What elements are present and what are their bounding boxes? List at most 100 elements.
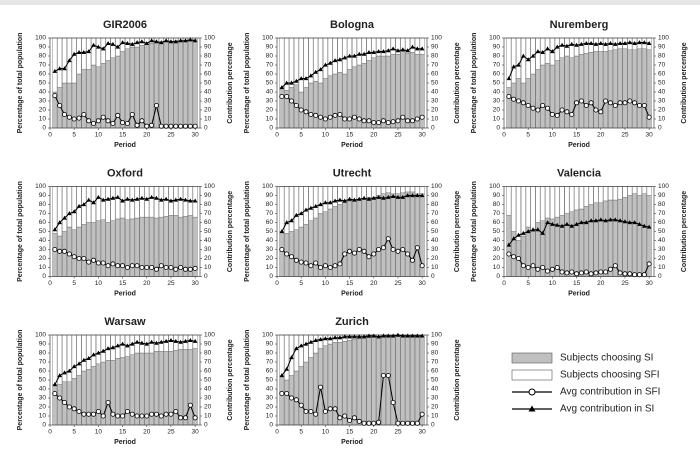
- y-tick-label: 80: [266, 53, 274, 60]
- x-tick-label: 20: [370, 429, 378, 436]
- point-marker: [612, 217, 618, 222]
- point-marker: [376, 246, 382, 252]
- point-marker: [564, 43, 570, 48]
- bar: [308, 186, 314, 221]
- bar: [400, 192, 406, 277]
- bar: [327, 343, 333, 426]
- point-marker: [627, 271, 633, 277]
- point-marker: [134, 413, 140, 419]
- y-tick-label: 90: [39, 44, 47, 51]
- point-marker: [134, 263, 140, 269]
- x-tick-label: 15: [119, 280, 127, 287]
- point-marker: [632, 272, 638, 278]
- bar: [279, 186, 285, 232]
- bar: [298, 334, 304, 367]
- point-marker: [323, 62, 328, 67]
- point-marker: [554, 44, 560, 49]
- point-marker: [294, 78, 299, 83]
- bar: [385, 336, 391, 426]
- bar: [520, 37, 526, 84]
- bar: [105, 222, 111, 277]
- x-tick-label: 0: [48, 429, 52, 436]
- bar: [303, 186, 309, 225]
- y-tick-label: 70: [266, 210, 274, 217]
- bar: [293, 186, 299, 230]
- point-marker: [371, 50, 377, 54]
- y-tick-label: 90: [266, 44, 274, 51]
- point-marker: [400, 333, 406, 338]
- bar: [347, 340, 353, 426]
- point-marker: [414, 420, 420, 426]
- y2-tick-label: 90: [431, 192, 439, 199]
- bar: [361, 198, 367, 277]
- bar: [91, 222, 96, 277]
- y2-tick-label: 70: [204, 62, 212, 69]
- point-marker: [554, 112, 560, 118]
- y-tick-label: 10: [493, 116, 501, 123]
- x-tick-label: 30: [646, 132, 654, 139]
- bar: [105, 186, 111, 223]
- y2-tick-label: 80: [204, 53, 212, 60]
- point-marker: [86, 356, 92, 360]
- legend-label: Avg contribution in SFI: [560, 387, 660, 398]
- plot-frame: [49, 334, 201, 426]
- bar: [381, 186, 386, 194]
- bar: [154, 186, 159, 219]
- bar: [535, 69, 541, 129]
- point-marker: [284, 251, 290, 257]
- point-marker: [356, 196, 362, 201]
- point-marker: [183, 38, 188, 43]
- y2-tick-label: 70: [658, 210, 666, 217]
- y-tick-label: 80: [39, 350, 47, 357]
- point-marker: [110, 121, 116, 127]
- point-marker: [139, 39, 145, 44]
- point-marker: [617, 270, 623, 276]
- plot-frame: [276, 37, 428, 129]
- bar: [545, 63, 550, 129]
- y2-tick-label: 90: [431, 341, 439, 348]
- point-marker: [62, 66, 67, 71]
- point-marker: [405, 251, 411, 257]
- point-marker: [124, 264, 130, 270]
- point-marker: [76, 255, 82, 261]
- bar: [414, 37, 420, 55]
- x-tick-label: 25: [394, 280, 402, 287]
- point-marker: [144, 264, 150, 270]
- bar: [71, 334, 77, 379]
- plot-frame: [503, 186, 655, 277]
- point-marker: [62, 370, 67, 375]
- y2-tick-label: 40: [658, 237, 666, 244]
- point-marker: [149, 38, 154, 43]
- point-marker: [91, 121, 97, 127]
- bar: [525, 186, 531, 228]
- bar: [549, 186, 555, 220]
- bar: [52, 233, 58, 277]
- point-marker: [91, 352, 96, 357]
- point-marker: [76, 361, 82, 366]
- point-marker: [342, 251, 348, 257]
- legend-swatch: [511, 352, 553, 364]
- y2-tick-label: 60: [204, 368, 212, 375]
- point-marker: [284, 80, 289, 85]
- point-marker: [598, 41, 604, 45]
- x-tick-label: 30: [192, 132, 200, 139]
- bar: [110, 37, 116, 58]
- y-tick-label: 30: [39, 395, 47, 402]
- point-marker: [284, 220, 289, 225]
- point-marker: [67, 211, 72, 216]
- point-marker: [540, 264, 546, 270]
- y2-tick-label: 100: [658, 35, 669, 42]
- point-marker: [371, 120, 377, 126]
- bar: [308, 357, 314, 426]
- point-marker: [67, 368, 72, 373]
- point-marker: [361, 334, 367, 339]
- legend-marker: [528, 405, 536, 412]
- point-marker: [139, 264, 145, 270]
- bar: [390, 193, 396, 277]
- y2-tick-label: 10: [204, 264, 212, 271]
- point-marker: [124, 408, 130, 414]
- bar: [376, 195, 382, 277]
- point-marker: [187, 123, 193, 129]
- point-marker: [163, 38, 169, 43]
- bar: [637, 48, 642, 129]
